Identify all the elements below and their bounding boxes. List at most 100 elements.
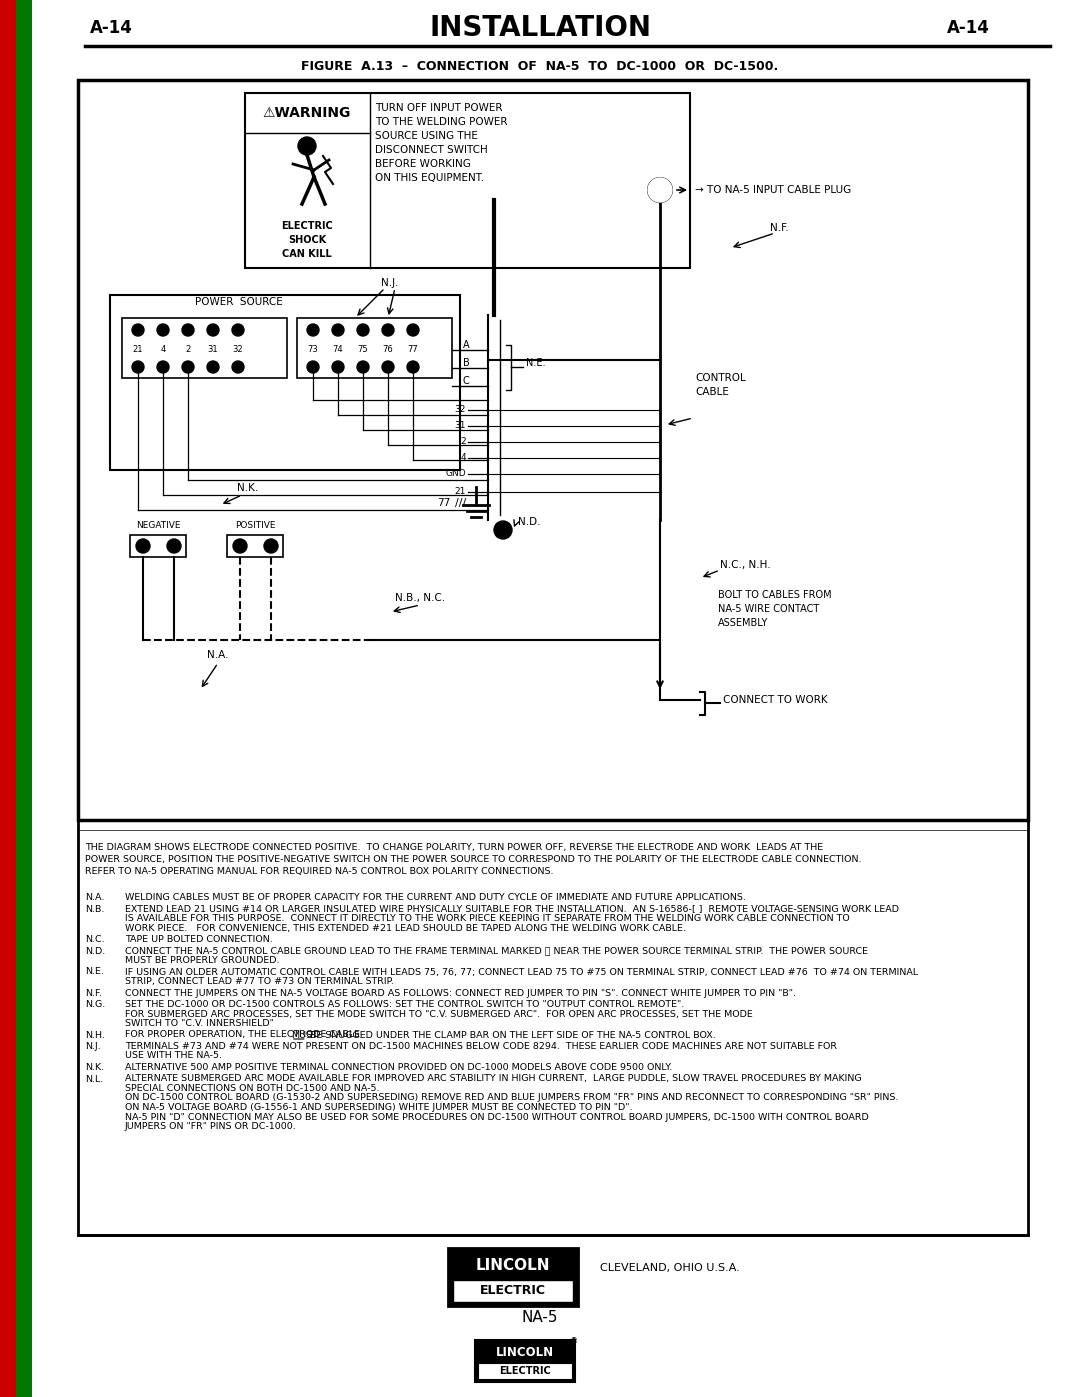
Text: N.A.: N.A. (207, 650, 229, 659)
Text: N.C.: N.C. (85, 935, 105, 944)
Bar (478, 1363, 572, 1379)
Text: BOLT TO CABLES FROM
NA-5 WIRE CONTACT
ASSEMBLY: BOLT TO CABLES FROM NA-5 WIRE CONTACT AS… (718, 590, 832, 629)
Text: N.K.: N.K. (237, 483, 258, 493)
Text: SPECIAL CONNECTIONS ON BOTH DC-1500 AND NA-5.: SPECIAL CONNECTIONS ON BOTH DC-1500 AND … (125, 1084, 379, 1092)
Circle shape (298, 137, 316, 155)
Bar (16, 0, 32, 1397)
Text: N.J.: N.J. (381, 278, 399, 288)
Text: CONNECT TO WORK: CONNECT TO WORK (723, 694, 827, 705)
Circle shape (207, 360, 219, 373)
Circle shape (357, 324, 369, 337)
Text: STRIP, CONNECT LEAD #77 TO #73 ON TERMINAL STRIP.: STRIP, CONNECT LEAD #77 TO #73 ON TERMIN… (125, 977, 394, 986)
Text: BE SNUGGED UNDER THE CLAMP BAR ON THE LEFT SIDE OF THE NA-5 CONTROL BOX.: BE SNUGGED UNDER THE CLAMP BAR ON THE LE… (307, 1031, 715, 1039)
Text: N.F.: N.F. (770, 224, 788, 233)
Bar (475, 1340, 575, 1382)
Text: POWER  SOURCE: POWER SOURCE (195, 298, 283, 307)
Circle shape (132, 360, 144, 373)
Text: ®: ® (570, 1337, 578, 1347)
Text: TAPE UP BOLTED CONNECTION.: TAPE UP BOLTED CONNECTION. (125, 935, 273, 944)
Text: N.C., N.H.: N.C., N.H. (720, 560, 771, 570)
Text: 21: 21 (133, 345, 144, 353)
Text: NA-5 PIN "D" CONNECTION MAY ALSO BE USED FOR SOME PROCEDURES ON DC-1500 WITHOUT : NA-5 PIN "D" CONNECTION MAY ALSO BE USED… (125, 1112, 868, 1122)
Text: Return to Section TOC: Return to Section TOC (3, 476, 13, 573)
Text: ON DC-1500 CONTROL BOARD (G-1530-2 AND SUPERSEDING) REMOVE RED AND BLUE JUMPERS : ON DC-1500 CONTROL BOARD (G-1530-2 AND S… (125, 1094, 899, 1102)
Text: FIGURE  A.13  –  CONNECTION  OF  NA-5  TO  DC-1000  OR  DC-1500.: FIGURE A.13 – CONNECTION OF NA-5 TO DC-1… (301, 60, 779, 73)
Text: N.L.: N.L. (85, 1074, 104, 1084)
Bar (130, 535, 186, 557)
Text: GND: GND (445, 469, 465, 479)
Text: CONNECT THE NA-5 CONTROL CABLE GROUND LEAD TO THE FRAME TERMINAL MARKED ⧳ NEAR T: CONNECT THE NA-5 CONTROL CABLE GROUND LE… (125, 947, 868, 956)
Text: Return to Section TOC: Return to Section TOC (3, 712, 13, 807)
Text: TURN OFF INPUT POWER
TO THE WELDING POWER
SOURCE USING THE
DISCONNECT SWITCH
BEF: TURN OFF INPUT POWER TO THE WELDING POWE… (375, 103, 508, 183)
Text: 73: 73 (308, 345, 319, 353)
Circle shape (307, 360, 319, 373)
Text: N.F.: N.F. (85, 989, 102, 997)
Text: 76: 76 (382, 345, 393, 353)
Circle shape (167, 539, 181, 553)
Text: 77: 77 (436, 497, 450, 509)
Text: ®: ® (571, 1248, 581, 1259)
Text: N.B., N.C.: N.B., N.C. (395, 592, 445, 604)
Text: N.H.: N.H. (85, 1031, 105, 1039)
Text: USE WITH THE NA-5.: USE WITH THE NA-5. (125, 1052, 222, 1060)
Text: INSTALLATION: INSTALLATION (429, 14, 651, 42)
Text: CLEVELAND, OHIO U.S.A.: CLEVELAND, OHIO U.S.A. (600, 1263, 740, 1273)
Text: EXTEND LEAD 21 USING #14 OR LARGER INSULATED WIRE PHYSICALLY SUITABLE FOR THE IN: EXTEND LEAD 21 USING #14 OR LARGER INSUL… (125, 904, 899, 914)
Text: C: C (462, 376, 470, 386)
Bar (110, 295, 460, 469)
Text: FOR SUBMERGED ARC PROCESSES, SET THE MODE SWITCH TO "C.V. SUBMERGED ARC".  FOR O: FOR SUBMERGED ARC PROCESSES, SET THE MOD… (125, 1010, 753, 1018)
Text: IS AVAILABLE FOR THIS PURPOSE.  CONNECT IT DIRECTLY TO THE WORK PIECE KEEPING IT: IS AVAILABLE FOR THIS PURPOSE. CONNECT I… (125, 914, 850, 923)
Bar (122, 319, 287, 379)
Circle shape (136, 539, 150, 553)
Text: LINCOLN: LINCOLN (496, 1347, 554, 1359)
Text: Return to Section TOC: Return to Section TOC (3, 184, 13, 281)
Text: N.A.: N.A. (85, 893, 105, 902)
Circle shape (407, 360, 419, 373)
Text: THE DIAGRAM SHOWS ELECTRODE CONNECTED POSITIVE.  TO CHANGE POLARITY, TURN POWER : THE DIAGRAM SHOWS ELECTRODE CONNECTED PO… (85, 842, 862, 876)
Text: N.G.: N.G. (85, 1000, 105, 1009)
Text: CONTROL
CABLE: CONTROL CABLE (696, 373, 746, 397)
Text: WORK PIECE.   FOR CONVENIENCE, THIS EXTENDED #21 LEAD SHOULD BE TAPED ALONG THE : WORK PIECE. FOR CONVENIENCE, THIS EXTEND… (125, 923, 686, 933)
Text: N.K.: N.K. (85, 1063, 104, 1071)
Text: SWITCH TO "C.V. INNERSHIELD": SWITCH TO "C.V. INNERSHIELD" (125, 1018, 274, 1028)
Circle shape (382, 360, 394, 373)
Circle shape (264, 539, 278, 553)
Bar (297, 319, 453, 379)
Text: WELDING CABLES MUST BE OF PROPER CAPACITY FOR THE CURRENT AND DUTY CYCLE OF IMME: WELDING CABLES MUST BE OF PROPER CAPACIT… (125, 893, 746, 902)
Text: ELECTRIC: ELECTRIC (499, 1366, 551, 1376)
Text: ALTERNATIVE 500 AMP POSITIVE TERMINAL CONNECTION PROVIDED ON DC-1000 MODELS ABOV: ALTERNATIVE 500 AMP POSITIVE TERMINAL CO… (125, 1063, 672, 1071)
Text: ELECTRIC: ELECTRIC (480, 1284, 546, 1298)
Circle shape (232, 360, 244, 373)
Text: CONNECT THE JUMPERS ON THE NA-5 VOLTAGE BOARD AS FOLLOWS: CONNECT RED JUMPER TO : CONNECT THE JUMPERS ON THE NA-5 VOLTAGE … (125, 989, 796, 997)
Circle shape (183, 360, 194, 373)
Text: N.D.: N.D. (85, 947, 105, 956)
Text: ///: /// (455, 497, 467, 509)
Text: NA-5: NA-5 (522, 1310, 558, 1326)
Circle shape (157, 360, 168, 373)
Bar (453, 1280, 573, 1302)
Text: MUST BE PROPERLY GROUNDED.: MUST BE PROPERLY GROUNDED. (125, 956, 280, 965)
Text: ⚠WARNING: ⚠WARNING (262, 106, 351, 120)
Circle shape (407, 324, 419, 337)
Text: N.D.: N.D. (518, 517, 540, 527)
Text: 4: 4 (460, 454, 465, 462)
Text: → TO NA-5 INPUT CABLE PLUG: → TO NA-5 INPUT CABLE PLUG (696, 184, 851, 196)
Text: 21: 21 (455, 488, 465, 496)
Text: 32: 32 (455, 405, 465, 415)
Circle shape (157, 324, 168, 337)
Circle shape (132, 324, 144, 337)
Text: 75: 75 (357, 345, 368, 353)
Text: 31: 31 (455, 422, 465, 430)
Text: 74: 74 (333, 345, 343, 353)
Text: N.E.: N.E. (526, 358, 545, 367)
Text: NEGATIVE: NEGATIVE (136, 521, 180, 531)
Text: 77: 77 (407, 345, 418, 353)
Text: 32: 32 (232, 345, 243, 353)
Circle shape (183, 324, 194, 337)
Text: Return to Master TOC: Return to Master TOC (19, 928, 28, 1023)
Text: Return to Section TOC: Return to Section TOC (3, 1162, 13, 1259)
Text: ON NA-5 VOLTAGE BOARD (G-1556-1 AND SUPERSEDING) WHITE JUMPER MUST BE CONNECTED : ON NA-5 VOLTAGE BOARD (G-1556-1 AND SUPE… (125, 1104, 633, 1112)
Circle shape (648, 177, 672, 203)
Text: IF USING AN OLDER AUTOMATIC CONTROL CABLE WITH LEADS 75, 76, 77; CONNECT LEAD 75: IF USING AN OLDER AUTOMATIC CONTROL CABL… (125, 968, 918, 977)
Text: 4: 4 (160, 345, 165, 353)
